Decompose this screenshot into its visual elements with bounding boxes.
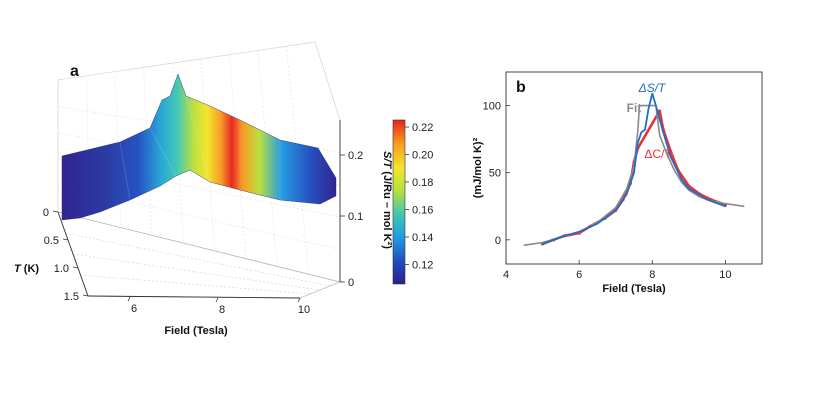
floor-grid-line bbox=[65, 232, 331, 287]
floor-grid-line bbox=[80, 274, 311, 295]
colorbar-tick-label: 0.18 bbox=[412, 177, 433, 189]
floor-grid-line bbox=[72, 253, 321, 291]
t-axis-line bbox=[57, 211, 89, 297]
colorbar-tick-label: 0.20 bbox=[412, 150, 433, 162]
b-x-tick-label: 8 bbox=[649, 269, 655, 281]
a-field-tick-label: 8 bbox=[219, 304, 225, 316]
b-x-tick-label: 10 bbox=[719, 269, 731, 281]
b-y-tick-label: 0 bbox=[495, 235, 501, 247]
a-ylabel: T (K) bbox=[14, 263, 39, 275]
a-t-tick-mark bbox=[82, 294, 89, 297]
label-fit: Fit bbox=[627, 101, 642, 115]
a-z-tick-label: 0 bbox=[348, 277, 354, 289]
label-delta-s-over-t: ΔS/T bbox=[638, 81, 667, 95]
a-t-tick-mark bbox=[62, 238, 69, 241]
b-series bbox=[523, 92, 745, 246]
surface-shading bbox=[119, 95, 281, 201]
b-y-tick-label: 100 bbox=[483, 101, 501, 113]
a-zlabel: S/T (J/Ru – mol K²) bbox=[381, 151, 393, 249]
a-t-tick-label: 0 bbox=[43, 207, 49, 219]
label-delta-c-over-t: ΔC/T bbox=[644, 147, 672, 161]
a-t-tick-mark bbox=[52, 210, 59, 213]
colorbar-tick-label: 0.14 bbox=[412, 232, 433, 244]
floor-plane bbox=[57, 211, 342, 299]
a-ylabel-unit: (K) bbox=[21, 263, 40, 275]
a-zlabel-unit: (J/Ru – mol K²) bbox=[381, 168, 393, 249]
a-z-tick-label: 0.1 bbox=[348, 211, 363, 223]
a-t-tick-mark bbox=[72, 266, 79, 269]
a-z-ticks: 0.2 0.1 0 bbox=[340, 150, 363, 289]
delta-s-over-t-line bbox=[541, 92, 727, 245]
s-over-t-surface bbox=[61, 73, 337, 221]
b-plot-frame bbox=[505, 71, 763, 265]
colorbar-tick-label: 0.12 bbox=[412, 260, 433, 272]
colorbar-tick-label: 0.16 bbox=[412, 205, 433, 217]
panel-a-letter: a bbox=[70, 63, 79, 80]
a-z-tick-label: 0.2 bbox=[348, 150, 363, 162]
field-axis-line bbox=[87, 295, 301, 299]
a-ylabel-var: T bbox=[14, 263, 22, 275]
a-field-ticks: 6 8 10 bbox=[127, 296, 310, 316]
a-field-tick-mark bbox=[297, 297, 301, 303]
delta-c-over-t-point bbox=[658, 109, 662, 113]
a-field-tick-mark bbox=[127, 296, 131, 302]
a-xlabel: Field (Tesla) bbox=[164, 325, 228, 337]
b-ylabel: (mJ/mol K)² bbox=[472, 137, 484, 198]
delta-c-over-t-line bbox=[541, 109, 727, 246]
a-field-tick-label: 10 bbox=[298, 304, 310, 316]
a-t-tick-label: 0.5 bbox=[44, 235, 59, 247]
colorbar-tick-label: 0.22 bbox=[412, 122, 433, 134]
a-t-tick-label: 1.0 bbox=[54, 263, 69, 275]
panel-b-letter: b bbox=[516, 79, 526, 96]
a-field-tick-mark bbox=[215, 297, 219, 303]
a-t-tick-label: 1.5 bbox=[64, 291, 79, 303]
a-field-tick-label: 6 bbox=[131, 303, 137, 315]
b-x-tick-label: 4 bbox=[503, 269, 509, 281]
b-x-tick-label: 6 bbox=[576, 269, 582, 281]
b-xlabel: Field (Tesla) bbox=[602, 283, 666, 295]
colorbar bbox=[392, 119, 406, 285]
colorbar-ticks: 0.22 0.20 0.18 0.16 0.14 0.12 bbox=[405, 122, 433, 272]
floor-grid bbox=[65, 232, 331, 295]
a-t-ticks: 0 0.5 1.0 1.5 bbox=[43, 207, 89, 303]
b-y-tick-label: 50 bbox=[489, 168, 501, 180]
a-zlabel-var: S/T bbox=[381, 151, 393, 169]
panel-a: a 6 8 10 00.51.01.5 0.20.10 Field (Tesla) … bbox=[14, 41, 433, 337]
